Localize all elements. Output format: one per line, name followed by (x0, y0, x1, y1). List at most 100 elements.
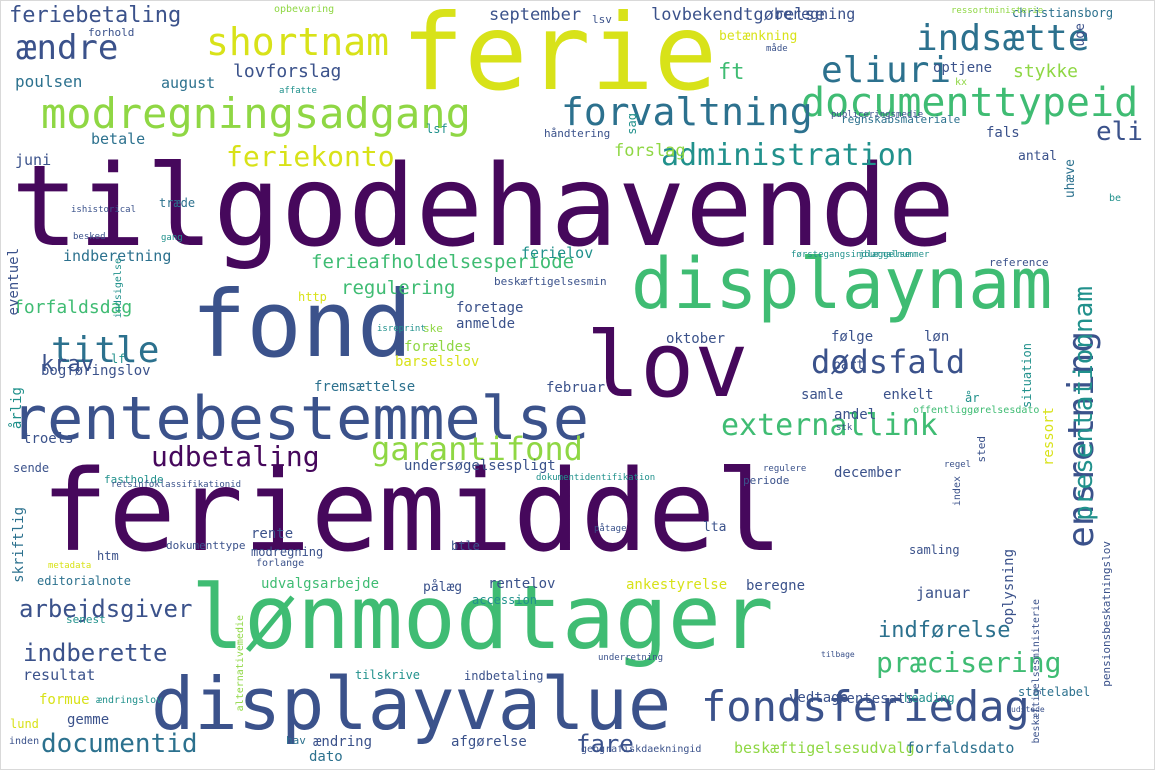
cloud-word: januar (916, 584, 971, 602)
cloud-word: udbetaling (151, 440, 320, 473)
cloud-word: situation (1020, 343, 1034, 409)
cloud-word: indberette (23, 639, 168, 667)
cloud-word: editorialnote (37, 574, 131, 588)
cloud-word: august (161, 74, 216, 92)
cloud-word: indsætte (916, 18, 1090, 59)
cloud-word: resultat (23, 666, 96, 684)
cloud-word: forældes (404, 339, 472, 355)
cloud-word: btle (451, 539, 480, 553)
cloud-word: stk (836, 423, 853, 433)
cloud-word: offentliggørelsesdato (913, 405, 1040, 416)
cloud-word: uhæve (1063, 159, 1078, 199)
cloud-word: forslag (614, 141, 686, 161)
cloud-word: reference (989, 256, 1049, 269)
cloud-word: samling (909, 543, 960, 557)
cloud-word: forvaltning (561, 90, 813, 134)
cloud-word: oktober (666, 331, 726, 347)
cloud-word: forhold (88, 26, 135, 39)
cloud-word: bogføringslov (41, 363, 151, 379)
cloud-word: eli (1096, 117, 1143, 147)
cloud-word: retsinfoklassifikationid (111, 480, 242, 490)
cloud-word: afgørelse (451, 734, 527, 750)
cloud-word: modregning (251, 545, 324, 559)
cloud-word: tilbage (821, 650, 855, 659)
cloud-word: beregne (746, 578, 806, 594)
cloud-word: fond (191, 271, 413, 378)
cloud-word: part (833, 358, 865, 373)
cloud-word: shortnam (206, 20, 390, 64)
cloud-word: samle (801, 387, 844, 403)
cloud-word: ændre (16, 28, 119, 68)
cloud-word: følge (831, 329, 874, 345)
cloud-word: publiceringsmedie (831, 110, 924, 120)
cloud-word: pålæg (423, 580, 463, 595)
cloud-word: documentid (41, 729, 198, 759)
cloud-word: rentebestemmelse (11, 384, 589, 454)
cloud-word: kx (955, 77, 968, 88)
cloud-word: gemme (67, 712, 110, 728)
cloud-word: stykke (1013, 61, 1079, 82)
cloud-word: accession (472, 593, 538, 607)
cloud-word: lønmodtager (191, 566, 774, 669)
cloud-word: optjene (933, 60, 993, 76)
cloud-word: heading (904, 691, 955, 705)
cloud-word: ferieafholdelsesperiode (311, 251, 575, 273)
cloud-word: geografiskdaekningid (581, 744, 702, 755)
cloud-word: ressort (1041, 407, 1057, 467)
cloud-word: beskæftigelsesministerie (1031, 599, 1042, 744)
cloud-word: senest (66, 613, 106, 626)
cloud-word: løn (924, 329, 950, 345)
cloud-word: lta (703, 520, 727, 535)
cloud-word: anmelde (456, 316, 516, 332)
cloud-word: oplysning (1001, 549, 1017, 625)
cloud-word: alternativemedie (235, 615, 246, 712)
cloud-word: udvalgsarbejde (261, 576, 380, 592)
cloud-word: antal (1018, 149, 1058, 164)
cloud-word: undersøgelsespligt (404, 458, 556, 474)
cloud-word: isreprint (377, 324, 426, 334)
cloud-word: indbetaling (464, 669, 544, 683)
cloud-word: presentationnam (1069, 286, 1099, 521)
cloud-word: besked (73, 232, 106, 242)
cloud-word: underretning (598, 653, 664, 663)
cloud-word: rentelov (488, 576, 556, 592)
cloud-word: årlig (9, 387, 25, 430)
cloud-word: christiansborg (1012, 6, 1114, 20)
cloud-word: håndtering (544, 127, 611, 140)
cloud-word: inden (9, 736, 40, 747)
cloud-word: regnskabsmateriale (841, 113, 961, 126)
cloud-word: htm (97, 549, 119, 563)
cloud-word: feriekonto (226, 140, 395, 173)
cloud-word: lsv (592, 13, 612, 26)
cloud-word: lov (586, 313, 749, 418)
cloud-word: feriebetaling (9, 3, 182, 28)
cloud-word: dødsfald (811, 343, 966, 381)
cloud-word: forfaldsdag (13, 297, 133, 318)
cloud-word: lovbekendtgørelse (651, 5, 825, 25)
cloud-word: ressortministerie (951, 6, 1044, 16)
cloud-word: september (489, 5, 582, 25)
cloud-word: periode (743, 474, 790, 487)
cloud-word: modregningsadgang (41, 89, 471, 138)
cloud-word: sted (975, 436, 988, 463)
cloud-word: dokumentidentifikation (536, 473, 656, 483)
cloud-word: ændringslov (96, 695, 163, 706)
cloud-word: fare (576, 730, 634, 758)
cloud-word: ferie (401, 0, 718, 114)
cloud-word: metadata (48, 561, 92, 571)
cloud-word: ankestyrelse (626, 577, 728, 593)
cloud-word: statelabel (1018, 685, 1091, 699)
cloud-word: fondsferiedag (701, 682, 1030, 731)
cloud-word: ændring (313, 734, 373, 750)
cloud-word: rente (251, 526, 294, 542)
cloud-word: administration (661, 138, 914, 173)
cloud-word: rentesats (838, 691, 914, 707)
cloud-word: sag (625, 113, 639, 135)
cloud-word: måde (766, 44, 788, 54)
cloud-word: feriemiddel (41, 447, 783, 577)
cloud-word: beskæftigelsesudvalg (734, 739, 915, 757)
cloud-word: forfaldsdato (906, 739, 1015, 757)
cloud-word: eventuel (6, 248, 22, 316)
cloud-word: indsigelse (113, 258, 124, 319)
